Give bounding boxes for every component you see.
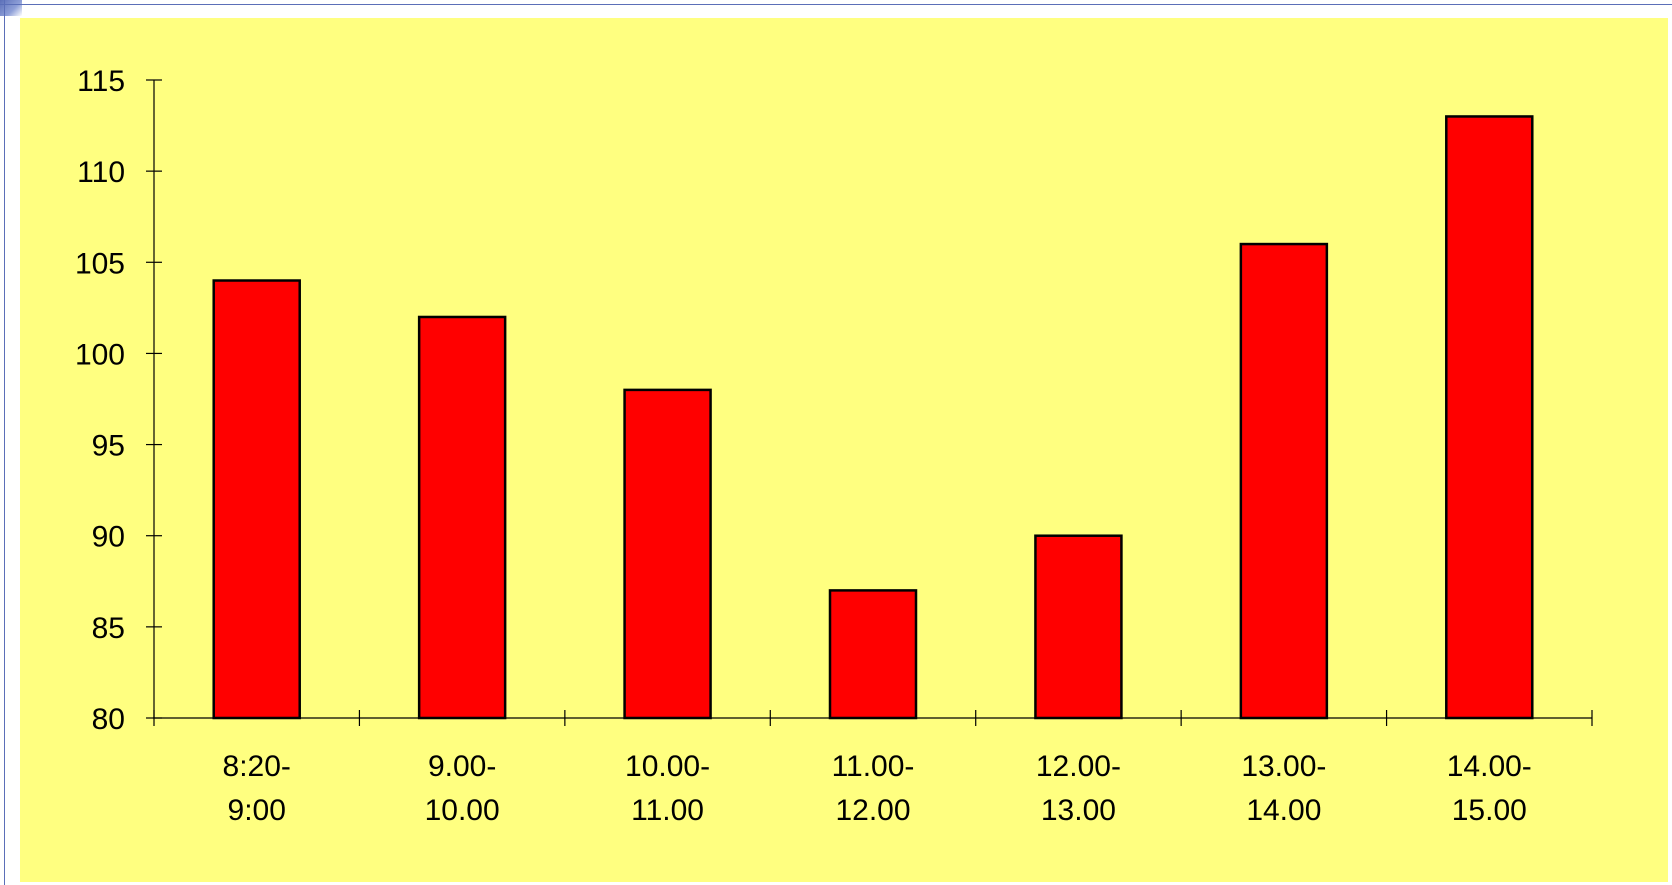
bar (1445, 115, 1534, 720)
x-tick-label: 12.00- (1036, 750, 1121, 783)
x-tick-label: 11.00 (631, 794, 704, 827)
bar (1034, 534, 1123, 720)
bar (623, 388, 712, 720)
y-tick-label: 95 (92, 430, 125, 463)
y-tick-label: 100 (75, 338, 125, 371)
y-tick-label: 80 (92, 703, 125, 736)
bar (828, 589, 918, 720)
x-tick-label: 11.00- (832, 750, 915, 783)
y-tick-label: 115 (77, 65, 125, 98)
x-tick-label: 9.00- (428, 750, 496, 783)
bars (212, 115, 1534, 720)
x-tick-label: 10.00- (625, 750, 710, 783)
x-tick-labels: 8:20- 9:00 9.00- 10.00 10.00- 11.00 11.00- 12.0… (223, 750, 1532, 827)
y-tick-label: 90 (92, 521, 125, 554)
x-tick-label: 8:20- (223, 750, 291, 783)
y-axis: 80 85 90 95 100 105 110 115 (75, 65, 162, 736)
x-tick-label: 14.00- (1447, 750, 1532, 783)
bar (417, 315, 507, 720)
frame-line-top (0, 4, 1672, 5)
y-tick-label: 105 (75, 247, 125, 280)
y-tick-label: 110 (77, 156, 125, 189)
x-tick-label: 10.00 (425, 794, 500, 827)
x-tick-label: 13.00- (1241, 750, 1326, 783)
bar (1239, 242, 1329, 720)
x-tick-label: 13.00 (1041, 794, 1116, 827)
bar (212, 279, 301, 720)
y-tick-label: 85 (92, 612, 125, 645)
x-tick-label: 15.00 (1452, 794, 1527, 827)
x-tick-label: 12.00 (835, 794, 910, 827)
x-tick-label: 9:00 (228, 794, 286, 827)
x-tick-label: 14.00 (1246, 794, 1321, 827)
frame-line-left (4, 0, 5, 885)
